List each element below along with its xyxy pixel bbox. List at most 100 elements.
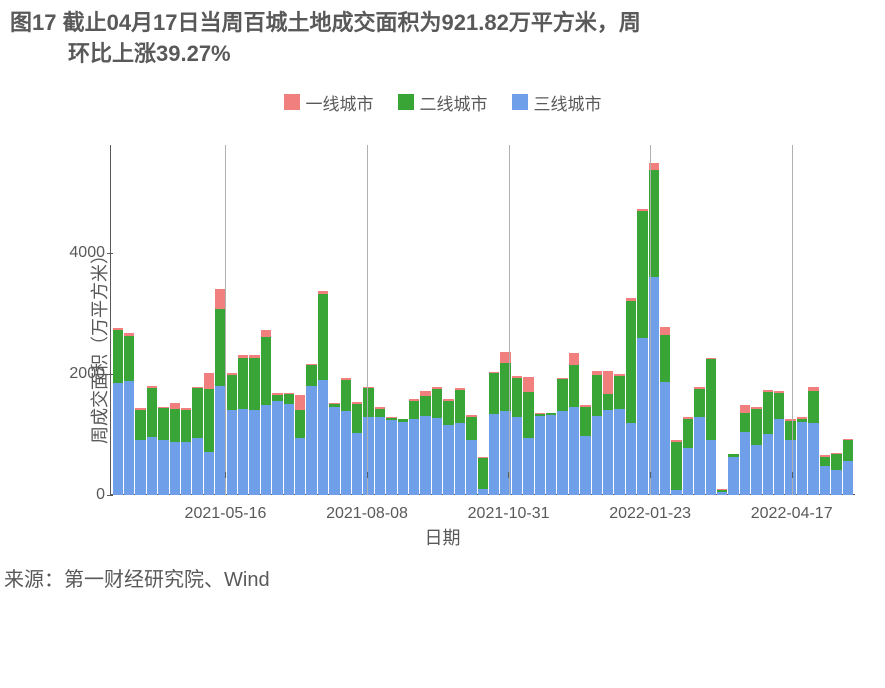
bar-seg-tier3 bbox=[637, 338, 647, 495]
bar bbox=[580, 145, 590, 495]
legend-label-tier2: 二线城市 bbox=[420, 90, 488, 115]
chart: 周成交面积（万平方米） 020004000 2021-05-162021-08-… bbox=[0, 135, 885, 555]
x-axis-label: 日期 bbox=[425, 524, 461, 550]
bar-seg-tier3 bbox=[478, 489, 488, 495]
bar-seg-tier3 bbox=[181, 442, 191, 495]
bar-seg-tier3 bbox=[306, 386, 316, 495]
bar-seg-tier3 bbox=[363, 417, 373, 494]
bar bbox=[432, 145, 442, 495]
bar-seg-tier2 bbox=[420, 396, 430, 416]
bars-container bbox=[110, 145, 855, 495]
bar-seg-tier2 bbox=[466, 417, 476, 440]
x-tick-label: 2021-10-31 bbox=[468, 505, 550, 523]
bar-seg-tier2 bbox=[147, 388, 157, 437]
bar bbox=[181, 145, 191, 495]
bar-seg-tier3 bbox=[706, 440, 716, 494]
x-tick-label: 2022-04-17 bbox=[751, 505, 833, 523]
grid-vline bbox=[650, 145, 651, 495]
bar-seg-tier2 bbox=[443, 401, 453, 425]
bar-seg-tier2 bbox=[306, 365, 316, 386]
bar bbox=[523, 145, 533, 495]
bar-seg-tier3 bbox=[284, 404, 294, 495]
bar-seg-tier3 bbox=[409, 419, 419, 494]
bar-seg-tier2 bbox=[204, 389, 214, 452]
bar-seg-tier3 bbox=[135, 440, 145, 494]
bar-seg-tier2 bbox=[409, 401, 419, 419]
bar-seg-tier3 bbox=[170, 442, 180, 495]
bar bbox=[763, 145, 773, 495]
bar-seg-tier3 bbox=[763, 434, 773, 494]
bar-seg-tier3 bbox=[546, 415, 556, 495]
bar-seg-tier2 bbox=[523, 392, 533, 438]
bar-seg-tier2 bbox=[192, 388, 202, 438]
bar-seg-tier3 bbox=[295, 438, 305, 494]
bar-seg-tier3 bbox=[455, 423, 465, 494]
bar-seg-tier3 bbox=[420, 416, 430, 494]
bar bbox=[728, 145, 738, 495]
bar-seg-tier3 bbox=[215, 386, 225, 495]
bar-seg-tier2 bbox=[774, 393, 784, 419]
bar-seg-tier2 bbox=[763, 392, 773, 434]
bar-seg-tier2 bbox=[318, 294, 328, 380]
bar bbox=[443, 145, 453, 495]
grid-vline bbox=[792, 145, 793, 495]
bar bbox=[455, 145, 465, 495]
bar bbox=[124, 145, 134, 495]
bar-seg-tier2 bbox=[284, 394, 294, 404]
bar-seg-tier3 bbox=[466, 440, 476, 495]
bar bbox=[694, 145, 704, 495]
bar-seg-tier2 bbox=[261, 337, 271, 405]
bar-seg-tier1 bbox=[215, 289, 225, 308]
bar-seg-tier2 bbox=[557, 379, 567, 411]
legend-swatch-tier1 bbox=[284, 94, 300, 110]
legend-item-tier3: 三线城市 bbox=[512, 90, 602, 115]
bar bbox=[352, 145, 362, 495]
bar-seg-tier3 bbox=[398, 422, 408, 494]
bar-seg-tier3 bbox=[489, 414, 499, 494]
bar-seg-tier3 bbox=[329, 407, 339, 495]
bar bbox=[557, 145, 567, 495]
legend: 一线城市 二线城市 三线城市 bbox=[0, 90, 885, 115]
bar-seg-tier2 bbox=[660, 335, 670, 381]
bar bbox=[751, 145, 761, 495]
bar-seg-tier3 bbox=[227, 410, 237, 494]
bar-seg-tier2 bbox=[626, 301, 636, 424]
bar bbox=[204, 145, 214, 495]
bar-seg-tier3 bbox=[797, 422, 807, 494]
bar-seg-tier2 bbox=[614, 376, 624, 409]
x-tick-label: 2022-01-23 bbox=[609, 505, 691, 523]
y-tick-label: 2000 bbox=[69, 365, 105, 383]
bar-seg-tier3 bbox=[261, 405, 271, 494]
bar-seg-tier3 bbox=[432, 418, 442, 495]
bar bbox=[717, 145, 727, 495]
bar-seg-tier3 bbox=[147, 437, 157, 494]
bar-seg-tier2 bbox=[341, 380, 351, 411]
bar-seg-tier3 bbox=[272, 401, 282, 495]
bar-seg-tier3 bbox=[386, 420, 396, 495]
bar bbox=[272, 145, 282, 495]
bar-seg-tier3 bbox=[751, 445, 761, 494]
bar-seg-tier2 bbox=[671, 442, 681, 490]
bar bbox=[478, 145, 488, 495]
bar-seg-tier3 bbox=[443, 425, 453, 494]
bar-seg-tier2 bbox=[124, 336, 134, 381]
bar bbox=[683, 145, 693, 495]
bar-seg-tier3 bbox=[785, 440, 795, 494]
bar-seg-tier2 bbox=[352, 404, 362, 433]
bar-seg-tier3 bbox=[683, 448, 693, 494]
bar-seg-tier2 bbox=[158, 408, 168, 440]
bar-seg-tier2 bbox=[238, 358, 248, 409]
bar bbox=[774, 145, 784, 495]
bar-seg-tier2 bbox=[170, 409, 180, 442]
bar bbox=[740, 145, 750, 495]
bar-seg-tier2 bbox=[363, 388, 373, 417]
bar bbox=[363, 145, 373, 495]
bar-seg-tier1 bbox=[569, 353, 579, 365]
bar bbox=[306, 145, 316, 495]
bar-seg-tier3 bbox=[341, 411, 351, 494]
bar-seg-tier2 bbox=[683, 419, 693, 449]
bar-seg-tier2 bbox=[113, 330, 123, 383]
bar-seg-tier3 bbox=[694, 417, 704, 494]
grid-vline bbox=[509, 145, 510, 495]
bar-seg-tier3 bbox=[843, 461, 853, 494]
